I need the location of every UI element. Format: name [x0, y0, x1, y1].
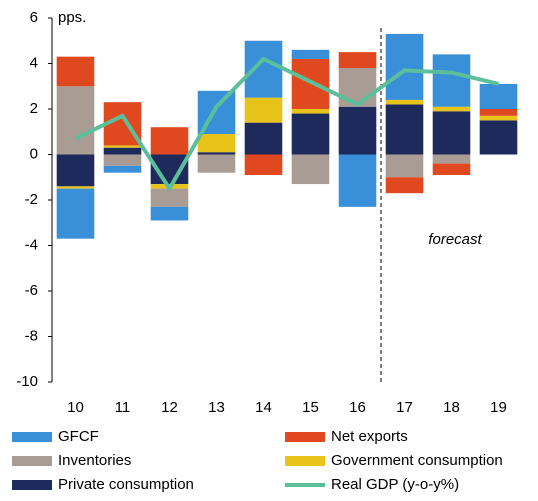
bar-segment	[197, 154, 236, 173]
bar-segment	[479, 83, 518, 109]
bar-segment	[432, 154, 471, 164]
gdp-line	[74, 56, 499, 191]
legend-swatch	[285, 432, 325, 442]
bar-segment	[432, 106, 471, 112]
unit-label: pps.	[58, 9, 86, 26]
bar-segment	[244, 154, 283, 175]
bar-segment	[479, 120, 518, 155]
bar-segment	[103, 145, 142, 148]
bar-segment	[197, 152, 236, 155]
y-tick-label: -4	[25, 236, 38, 253]
x-tick-label: 16	[349, 399, 366, 416]
x-tick-label: 15	[302, 399, 319, 416]
bar-segment	[56, 154, 95, 187]
forecast-label: forecast	[428, 231, 482, 248]
legend-label: Real GDP (y-o-y%)	[331, 476, 459, 493]
x-tick-label: 18	[443, 399, 460, 416]
bar-segment	[150, 127, 189, 155]
bar-segment	[150, 206, 189, 221]
x-tick-label: 11	[115, 399, 131, 416]
x-tick-label: 13	[208, 399, 225, 416]
bar-segment	[385, 104, 424, 155]
bar-segment	[479, 109, 518, 116]
bar-segment	[479, 115, 518, 121]
bar-segment	[385, 33, 424, 100]
bar-segment	[338, 154, 377, 207]
y-tick-label: 0	[30, 145, 38, 162]
legend-label: Private consumption	[58, 476, 194, 493]
x-tick-label: 17	[396, 399, 413, 416]
x-tick-label: 12	[161, 399, 178, 416]
y-tick-label: 4	[30, 54, 38, 71]
bar-segment	[432, 54, 471, 107]
bar-segment	[197, 134, 236, 153]
y-tick-label: -2	[25, 191, 38, 208]
legend-swatch	[285, 456, 325, 466]
bar-segment	[103, 147, 142, 155]
bar-segment	[385, 154, 424, 178]
bar-segment	[432, 163, 471, 175]
bar-segment	[291, 109, 330, 114]
bar-segment	[103, 154, 142, 166]
bar-segment	[385, 99, 424, 105]
bar-segment	[432, 111, 471, 155]
y-tick-label: -6	[25, 282, 38, 299]
legend-swatch	[12, 432, 52, 442]
legend-label: GFCF	[58, 428, 99, 445]
bar-segment	[244, 40, 283, 98]
legend-swatch	[12, 456, 52, 466]
bar-segment	[385, 177, 424, 194]
y-tick-label: -10	[16, 373, 38, 390]
bar-segment	[244, 122, 283, 155]
bar-segment	[56, 188, 95, 239]
bar-segment	[291, 49, 330, 59]
bar-segment	[338, 52, 377, 69]
bar-segment	[56, 56, 95, 87]
bar-segment	[56, 186, 95, 189]
x-tick-label: 19	[490, 399, 507, 416]
bar-segment	[291, 113, 330, 155]
legend-swatch	[12, 480, 52, 490]
bar-segment	[244, 97, 283, 123]
legend-label: Net exports	[331, 428, 408, 445]
x-tick-label: 10	[67, 399, 84, 416]
bar-segment	[291, 58, 330, 109]
legend-label: Government consumption	[331, 452, 503, 469]
y-tick-label: 2	[30, 100, 38, 117]
y-tick-label: 6	[30, 9, 38, 26]
bar-segment	[338, 68, 377, 107]
y-tick-label: -8	[25, 327, 38, 344]
legend-label: Inventories	[58, 452, 131, 469]
bar-segment	[338, 106, 377, 155]
bar-segment	[150, 188, 189, 207]
bar-segment	[56, 86, 95, 155]
bar-segment	[291, 154, 330, 185]
bar-segment	[103, 165, 142, 173]
x-tick-label: 14	[255, 399, 272, 416]
